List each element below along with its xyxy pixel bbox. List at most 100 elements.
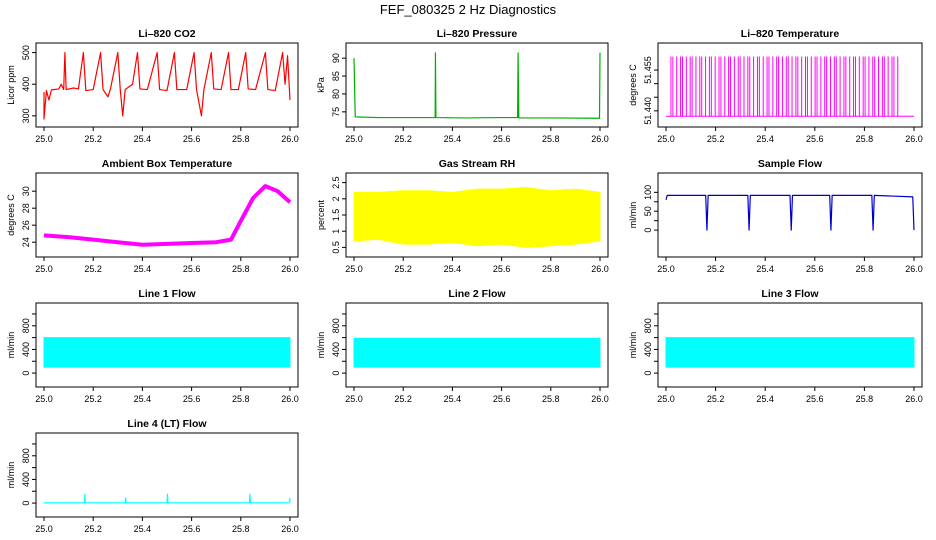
plot-title-temperature: Li–820 Temperature [741, 28, 840, 40]
y-tick-label: 300 [21, 108, 31, 123]
x-tick-label: 26.0 [905, 134, 923, 144]
y-axis-label-ambient: degrees C [6, 194, 16, 236]
x-tick-label: 25.6 [493, 134, 511, 144]
x-tick-label: 25.0 [657, 264, 675, 274]
series-line-temperature [666, 56, 914, 117]
plot-title-line3: Line 3 Flow [761, 288, 819, 300]
x-tick-label: 25.6 [806, 134, 824, 144]
series-band-rh [353, 186, 601, 248]
x-tick-label: 25.4 [134, 524, 152, 534]
x-tick-label: 25.0 [345, 134, 363, 144]
x-tick-label: 25.0 [345, 264, 363, 274]
y-tick-label: 1.5 [331, 209, 341, 222]
y-tick-label: 26 [21, 220, 31, 230]
plot-title-co2: Li–820 CO2 [138, 28, 195, 40]
plot-frame-line4 [35, 432, 299, 518]
x-tick-label: 25.4 [444, 264, 462, 274]
x-tick-label: 25.8 [232, 524, 250, 534]
y-tick-label: 0 [21, 371, 31, 376]
x-tick-label: 25.4 [134, 134, 152, 144]
x-tick-label: 26.0 [905, 394, 923, 404]
x-tick-label: 25.6 [183, 264, 201, 274]
x-tick-label: 25.0 [35, 134, 53, 144]
y-tick-label: 400 [331, 342, 341, 357]
x-tick-label: 26.0 [281, 134, 299, 144]
y-axis-label-line1: ml/min [6, 332, 16, 359]
y-tick-label: 51.455 [643, 56, 653, 84]
y-tick-label: 100 [643, 185, 653, 200]
y-tick-label: 0.5 [331, 241, 341, 254]
y-tick-label: 50 [643, 206, 653, 216]
y-tick-label: 800 [21, 318, 31, 333]
x-tick-label: 25.0 [345, 394, 363, 404]
y-tick-label: 400 [643, 342, 653, 357]
y-tick-label: 75 [331, 107, 341, 117]
plot-frame-line2 [345, 302, 609, 388]
y-tick-label: 800 [643, 318, 653, 333]
x-tick-label: 25.8 [232, 134, 250, 144]
y-tick-label: 85 [331, 71, 341, 81]
series-line-line4 [44, 493, 291, 504]
x-tick-label: 26.0 [591, 134, 609, 144]
y-tick-label: 0 [643, 228, 653, 233]
plot-frame-line3 [657, 302, 923, 388]
y-tick-label: 30 [21, 186, 31, 196]
plot-frame-line1 [35, 302, 299, 388]
x-tick-label: 25.8 [542, 264, 560, 274]
x-tick-label: 25.2 [84, 264, 102, 274]
x-tick-label: 25.2 [707, 394, 725, 404]
x-tick-label: 25.6 [493, 394, 511, 404]
plot-title-pressure: Li–820 Pressure [437, 28, 518, 40]
x-tick-label: 26.0 [591, 264, 609, 274]
y-tick-label: 800 [331, 318, 341, 333]
x-tick-label: 25.4 [756, 394, 774, 404]
y-axis-label-co2: Licor ppm [6, 65, 16, 105]
x-tick-label: 25.8 [232, 394, 250, 404]
x-tick-label: 26.0 [591, 394, 609, 404]
plot-frame-sample_flow [657, 172, 923, 258]
y-tick-label: 0 [643, 371, 653, 376]
x-tick-label: 25.2 [707, 134, 725, 144]
y-tick-label: 1 [331, 229, 341, 234]
x-tick-label: 25.0 [35, 394, 53, 404]
y-tick-label: 400 [21, 472, 31, 487]
y-axis-label-line4: ml/min [6, 462, 16, 489]
x-tick-label: 25.0 [35, 264, 53, 274]
x-tick-label: 25.6 [493, 264, 511, 274]
y-tick-label: 2.5 [331, 176, 341, 189]
y-tick-label: 80 [331, 89, 341, 99]
series-line-pressure [353, 52, 601, 119]
x-tick-label: 25.2 [84, 394, 102, 404]
y-tick-label: 0 [21, 501, 31, 506]
x-tick-label: 25.8 [232, 264, 250, 274]
y-tick-label: 28 [21, 203, 31, 213]
y-tick-label: 800 [21, 448, 31, 463]
y-axis-label-line3: ml/min [628, 332, 638, 359]
x-tick-label: 25.0 [657, 394, 675, 404]
x-tick-label: 25.8 [856, 394, 874, 404]
x-tick-label: 25.8 [542, 134, 560, 144]
x-tick-label: 25.4 [444, 134, 462, 144]
x-tick-label: 25.6 [183, 394, 201, 404]
y-tick-label: 24 [21, 237, 31, 247]
x-tick-label: 26.0 [281, 394, 299, 404]
x-tick-label: 25.4 [756, 264, 774, 274]
plot-frame-pressure [345, 42, 609, 128]
x-tick-label: 25.2 [394, 394, 412, 404]
y-tick-label: 2 [331, 196, 341, 201]
y-axis-label-line2: ml/min [316, 332, 326, 359]
x-tick-label: 25.6 [183, 524, 201, 534]
x-tick-label: 25.8 [856, 134, 874, 144]
plot-frame-temperature [657, 42, 923, 128]
x-tick-label: 26.0 [281, 264, 299, 274]
x-tick-label: 25.2 [84, 134, 102, 144]
x-tick-label: 25.0 [657, 134, 675, 144]
x-tick-label: 25.4 [134, 264, 152, 274]
x-tick-label: 25.8 [856, 264, 874, 274]
plot-title-ambient: Ambient Box Temperature [102, 158, 233, 170]
plot-title-rh: Gas Stream RH [439, 158, 515, 170]
y-tick-label: 400 [21, 77, 31, 92]
plot-frame-ambient [35, 172, 299, 258]
main-title: FEF_080325 2 Hz Diagnostics [379, 2, 557, 17]
